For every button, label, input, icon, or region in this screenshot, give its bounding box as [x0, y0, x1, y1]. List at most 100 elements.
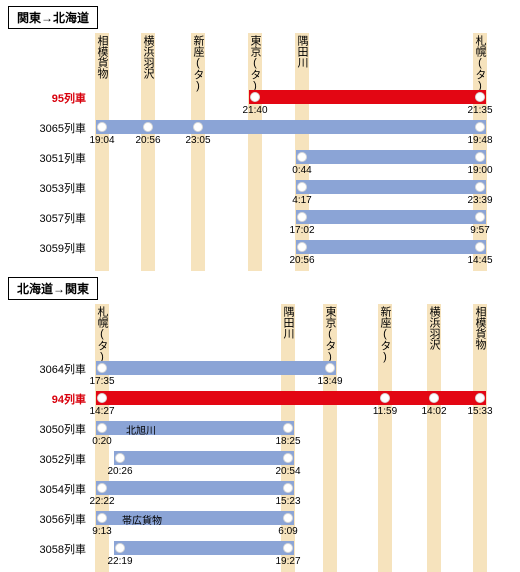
stop-time: 19:04 — [89, 135, 114, 146]
stop-time: 20:54 — [275, 466, 300, 477]
stop-dot — [297, 212, 307, 222]
train-label: 3059列車 — [0, 240, 90, 256]
train-bar — [114, 541, 294, 555]
rows: 95列車 21:40 21:35 3065列車19:04 20:56 23:05 19:48… — [0, 33, 520, 267]
stop-dot — [297, 182, 307, 192]
train-label: 3051列車 — [0, 150, 90, 166]
stop-time: 17:35 — [89, 376, 114, 387]
stop-dot — [475, 212, 485, 222]
stop-time: 21:35 — [467, 105, 492, 116]
train-row: 3054列車22:22 15:23 — [0, 478, 520, 508]
stop-time: 17:02 — [289, 225, 314, 236]
stop-dot — [475, 182, 485, 192]
stop-dot — [297, 152, 307, 162]
train-row: 3050列車0:2018:25北旭川 — [0, 418, 520, 448]
train-bar — [96, 120, 486, 134]
timetable-section: 北海道→関東札幌(タ)隅田川東京(タ)新座(タ)横浜羽沢相模貨物3064列車17… — [0, 271, 520, 572]
stop-time: 20:56 — [135, 135, 160, 146]
train-row: 95列車 21:40 21:35 — [0, 87, 520, 117]
train-row: 3065列車19:04 20:56 23:05 19:48 — [0, 117, 520, 147]
train-row: 3056列車9:13 6:09 帯広貨物 — [0, 508, 520, 538]
train-bar-featured — [96, 391, 486, 405]
rows: 3064列車17:3513:4994列車14:2711:5914:0215:33… — [0, 304, 520, 568]
stop-time: 23:05 — [185, 135, 210, 146]
section-title: 北海道→関東 — [8, 277, 98, 300]
train-label: 3054列車 — [0, 481, 90, 497]
stop-dot — [283, 543, 293, 553]
stop-time: 9:13 — [92, 526, 111, 537]
stop-time: 22:19 — [107, 556, 132, 567]
chart-area: 相模貨物横浜羽沢新座(タ)東京(タ)隅田川札幌(タ)95列車21:4021:35… — [0, 33, 520, 271]
train-bar — [296, 240, 486, 254]
stop-dot — [297, 242, 307, 252]
stop-dot — [97, 483, 107, 493]
stop-dot — [97, 513, 107, 523]
stop-time: 22:22 — [89, 496, 114, 507]
stop-time: 6:09 — [278, 526, 297, 537]
train-row: 94列車14:2711:5914:0215:33 — [0, 388, 520, 418]
stop-dot — [97, 393, 107, 403]
timetable-section: 関東→北海道相模貨物横浜羽沢新座(タ)東京(タ)隅田川札幌(タ)95列車21:4… — [0, 0, 520, 271]
train-label: 3053列車 — [0, 180, 90, 196]
stop-dot — [115, 453, 125, 463]
stop-dot — [475, 122, 485, 132]
train-label: 3057列車 — [0, 210, 90, 226]
stop-time: 21:40 — [242, 105, 267, 116]
stop-time: 23:39 — [467, 195, 492, 206]
train-row: 3058列車22:1919:27 — [0, 538, 520, 568]
train-label: 94列車 — [0, 391, 90, 407]
stop-time: 11:59 — [373, 406, 397, 417]
stop-dot — [283, 423, 293, 433]
train-label: 3064列車 — [0, 361, 90, 377]
stop-time: 4:17 — [292, 195, 311, 206]
stop-dot — [283, 513, 293, 523]
stop-time: 19:27 — [275, 556, 300, 567]
train-row: 3052列車 20:26 20:54 — [0, 448, 520, 478]
stop-dot — [283, 453, 293, 463]
train-label: 3056列車 — [0, 511, 90, 527]
stop-time: 15:23 — [275, 496, 300, 507]
train-bar — [96, 361, 336, 375]
train-row: 3051列車 0:44 19:00 — [0, 147, 520, 177]
stop-time: 19:48 — [467, 135, 492, 146]
stop-dot — [97, 363, 107, 373]
train-label: 3052列車 — [0, 451, 90, 467]
train-label: 3065列車 — [0, 120, 90, 136]
stop-dot — [475, 152, 485, 162]
train-bar — [114, 451, 294, 465]
stop-dot — [475, 242, 485, 252]
stop-time: 18:25 — [275, 436, 300, 447]
train-bar — [296, 150, 486, 164]
train-row: 3057列車 17:02 9:57 — [0, 207, 520, 237]
stop-time: 20:56 — [289, 255, 314, 266]
stop-dot — [380, 393, 390, 403]
stop-dot — [325, 363, 335, 373]
stop-time: 9:57 — [470, 225, 489, 236]
stop-dot — [97, 122, 107, 132]
train-bar — [296, 180, 486, 194]
stop-dot — [193, 122, 203, 132]
chart-area: 札幌(タ)隅田川東京(タ)新座(タ)横浜羽沢相模貨物3064列車17:3513:… — [0, 304, 520, 572]
row-note: 帯広貨物 — [122, 512, 162, 527]
train-row: 3059列車 20:56 14:45 — [0, 237, 520, 267]
stop-dot — [475, 393, 485, 403]
section-title: 関東→北海道 — [8, 6, 98, 29]
stop-time: 13:49 — [317, 376, 342, 387]
train-label: 95列車 — [0, 90, 90, 106]
train-bar — [96, 481, 294, 495]
stop-dot — [283, 483, 293, 493]
train-bar-featured — [249, 90, 486, 104]
stop-time: 0:20 — [92, 436, 111, 447]
train-bar — [296, 210, 486, 224]
stop-time: 20:26 — [107, 466, 132, 477]
stop-time: 0:44 — [292, 165, 311, 176]
stop-dot — [97, 423, 107, 433]
stop-time: 15:33 — [467, 406, 492, 417]
stop-time: 19:00 — [467, 165, 492, 176]
stop-dot — [143, 122, 153, 132]
stop-dot — [115, 543, 125, 553]
row-note: 北旭川 — [126, 422, 156, 437]
stop-time: 14:45 — [467, 255, 492, 266]
stop-time: 14:27 — [89, 406, 114, 417]
stop-dot — [250, 92, 260, 102]
